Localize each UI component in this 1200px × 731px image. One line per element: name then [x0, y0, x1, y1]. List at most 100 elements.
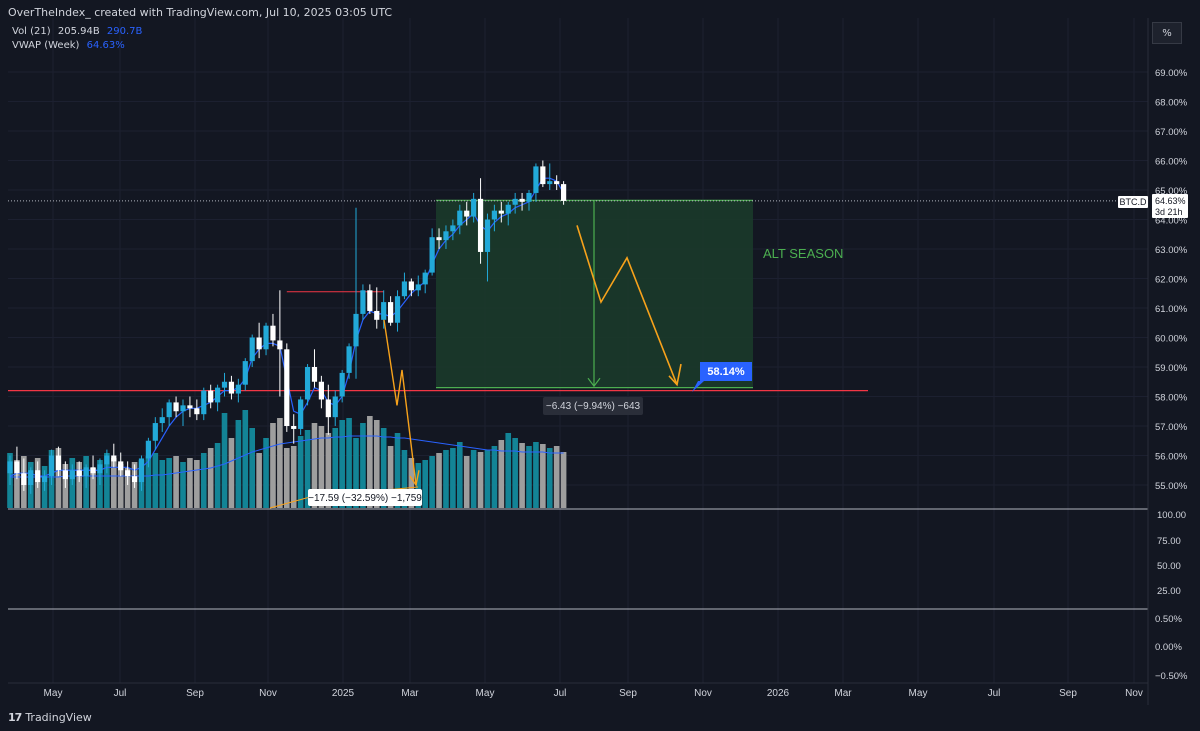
- volume-bar: [117, 464, 124, 508]
- candle-body: [298, 399, 304, 429]
- volume-bar: [360, 423, 366, 508]
- candle-body: [374, 310, 380, 320]
- volume-bar: [90, 468, 96, 508]
- candle-body: [304, 367, 311, 400]
- volume-bar: [367, 416, 373, 508]
- candle-body: [97, 464, 103, 474]
- volume-bar: [470, 450, 477, 508]
- volume-bar: [242, 410, 249, 508]
- time-tick-label: Mar: [834, 688, 852, 699]
- percent-scale-button[interactable]: %: [1152, 22, 1182, 44]
- symbol-price-tag: BTC.D 64.63% 3d 21h: [1118, 194, 1188, 218]
- time-tick-label: May: [476, 688, 495, 699]
- oscillator-tick-label: −0.50%: [1155, 671, 1188, 682]
- time-tick-label: Sep: [1059, 688, 1077, 699]
- volume-bar: [373, 420, 380, 508]
- volume-bar: [408, 458, 415, 508]
- candle-body: [429, 237, 435, 273]
- candle-body: [166, 402, 172, 418]
- legend-volume-ma-value: 290.7B: [106, 26, 143, 37]
- candle-body: [145, 440, 151, 459]
- candle-body: [118, 461, 124, 471]
- volume-bar: [263, 438, 269, 508]
- candle-body: [436, 237, 442, 241]
- green-measure-arrow[interactable]: [587, 200, 601, 388]
- volume-bar: [159, 460, 166, 508]
- legend-vwap-name: VWAP (Week): [12, 40, 80, 51]
- candle-body: [152, 423, 158, 441]
- volume-bar: [145, 456, 152, 508]
- price-tick-label: 67.00%: [1155, 127, 1188, 138]
- candle-body: [533, 166, 539, 193]
- oscillator-axis[interactable]: 0.50% 0.00% −0.50%: [1155, 614, 1188, 682]
- time-tick-label: May: [44, 688, 63, 699]
- time-axis[interactable]: May Jul Sep Nov 2025 Mar May Jul Sep Nov 2026 Mar Ma…: [44, 688, 1143, 699]
- green-measure-text: −6.43 (−9.94%) −643: [546, 401, 641, 412]
- volume-bar: [152, 453, 159, 508]
- candle-body: [311, 367, 318, 382]
- volume-tick-label: 50.00: [1157, 561, 1181, 572]
- price-tick-label: 59.00%: [1155, 363, 1188, 374]
- volume-bar: [546, 448, 553, 508]
- volume-ma-line: [10, 435, 564, 478]
- volume-bar: [463, 456, 470, 508]
- candle-body: [401, 281, 408, 297]
- candles: [7, 160, 567, 494]
- time-tick-label: Sep: [619, 688, 637, 699]
- volume-bar: [200, 453, 207, 508]
- volume-bar: [457, 442, 463, 508]
- legend-volume-value: 205.94B: [57, 26, 100, 37]
- time-tick-label: Jul: [988, 688, 1001, 699]
- symbol-tag-text: BTC.D: [1120, 197, 1148, 207]
- candle-body: [125, 470, 131, 477]
- candle-body: [138, 458, 145, 483]
- volume-tick-label: 100.00: [1157, 510, 1186, 521]
- volume-bar: [484, 450, 491, 508]
- candle-body: [35, 470, 41, 483]
- volume-bar: [55, 448, 62, 508]
- projection-path[interactable]: [576, 225, 682, 387]
- candle-body: [381, 302, 387, 320]
- volume-bar: [540, 444, 546, 508]
- price-tick-label: 57.00%: [1155, 422, 1188, 433]
- oscillator-tick-label: 0.50%: [1155, 614, 1182, 625]
- price-tick-label: 63.00%: [1155, 245, 1188, 256]
- legend-volume[interactable]: Vol (21) 205.94B 290.7B: [12, 26, 142, 37]
- candle-body: [318, 381, 324, 400]
- oscillator-tick-label: 0.00%: [1155, 642, 1182, 653]
- volume-bar: [304, 430, 311, 508]
- volume-bar: [394, 433, 401, 508]
- candle-body: [353, 313, 359, 347]
- candle-body: [180, 405, 186, 412]
- volume-axis[interactable]: 100.00 75.00 50.00 25.00: [1157, 510, 1186, 597]
- volume-bar: [505, 433, 512, 508]
- candle-body: [547, 181, 553, 185]
- volume-bar: [256, 453, 262, 508]
- historical-drop-path[interactable]: [383, 319, 420, 487]
- candle-body: [194, 408, 200, 415]
- candle-body: [284, 349, 290, 426]
- volume-bar: [277, 418, 283, 508]
- time-tick-label: Sep: [186, 688, 204, 699]
- price-tick-label: 61.00%: [1155, 304, 1188, 315]
- volume-bar: [124, 468, 131, 508]
- price-axis[interactable]: 69.00% 68.00% 67.00% 66.00% 65.00% 64.00% 63.0…: [1155, 68, 1188, 492]
- candle-body: [408, 281, 414, 291]
- volume-bar: [14, 460, 20, 508]
- legend-vwap[interactable]: VWAP (Week) 64.63%: [12, 40, 125, 51]
- tradingview-logo[interactable]: 17 TradingView: [8, 711, 92, 724]
- candle-body: [360, 290, 366, 314]
- candle-body: [215, 387, 221, 403]
- price-tick-label: 62.00%: [1155, 275, 1188, 286]
- legend-volume-name: Vol (21): [12, 26, 51, 37]
- candle-body: [208, 390, 214, 403]
- target-label[interactable]: 58.14%: [692, 362, 752, 392]
- candle-body: [28, 470, 34, 485]
- volume-bar: [249, 428, 255, 508]
- volume-bar: [76, 462, 82, 508]
- candle-body: [159, 417, 165, 424]
- candle-body: [394, 296, 401, 323]
- candle-body: [277, 340, 283, 350]
- range-box-label: ALT SEASON: [763, 246, 843, 261]
